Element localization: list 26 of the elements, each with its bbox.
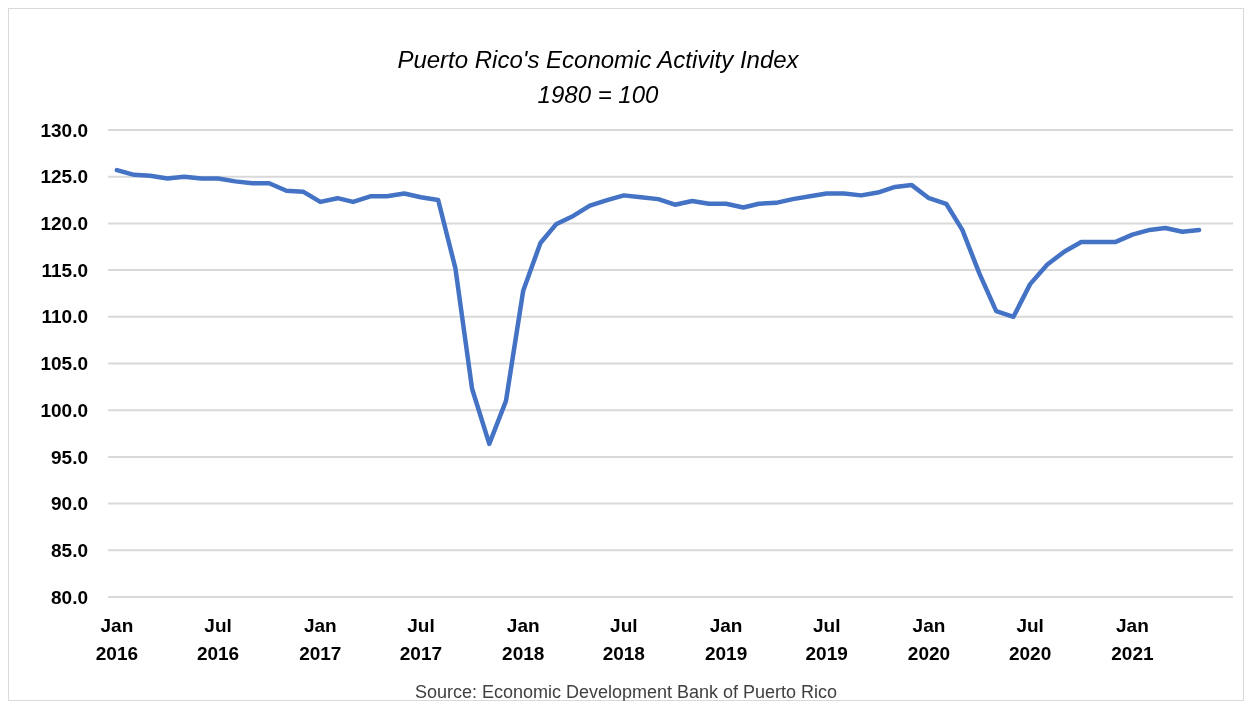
x-tick-label: Jul 2016 xyxy=(196,615,240,664)
x-tick-label: Jul 2017 xyxy=(399,615,443,664)
chart-title: Puerto Rico's Economic Activity Index xyxy=(397,46,800,73)
chart-subtitle: 1980 = 100 xyxy=(537,81,660,108)
x-tick-label: Jan 2021 xyxy=(1111,615,1154,664)
x-tick-label: Jan 2016 xyxy=(95,615,139,664)
x-tick-label: Jan 2017 xyxy=(299,615,342,664)
x-tick-label: Jul 2019 xyxy=(805,615,848,664)
y-tick-label: 110.0 xyxy=(41,306,88,328)
y-tick-label: 130.0 xyxy=(40,119,88,141)
x-tick-label: Jul 2020 xyxy=(1008,615,1052,664)
line-series xyxy=(114,167,1202,447)
x-tick-label: Jul 2018 xyxy=(602,615,645,664)
y-tick-label: 120.0 xyxy=(40,213,88,235)
y-tick-label: 125.0 xyxy=(40,166,88,188)
y-tick-label: 95.0 xyxy=(51,446,88,468)
x-tick-label: Jan 2018 xyxy=(502,615,545,664)
y-tick-label: 90.0 xyxy=(51,493,88,515)
y-tick-label: 85.0 xyxy=(51,539,88,561)
x-tick-label: Jan 2020 xyxy=(907,615,951,664)
y-tick-label: 80.0 xyxy=(51,586,88,608)
y-tick-label: 105.0 xyxy=(40,353,88,375)
y-tick-label: 100.0 xyxy=(40,399,88,421)
y-tick-label: 115.0 xyxy=(41,259,88,281)
x-tick-label: Jan 2019 xyxy=(704,615,748,664)
source-note: Source: Economic Development Bank of Puerto Rico xyxy=(414,682,838,702)
